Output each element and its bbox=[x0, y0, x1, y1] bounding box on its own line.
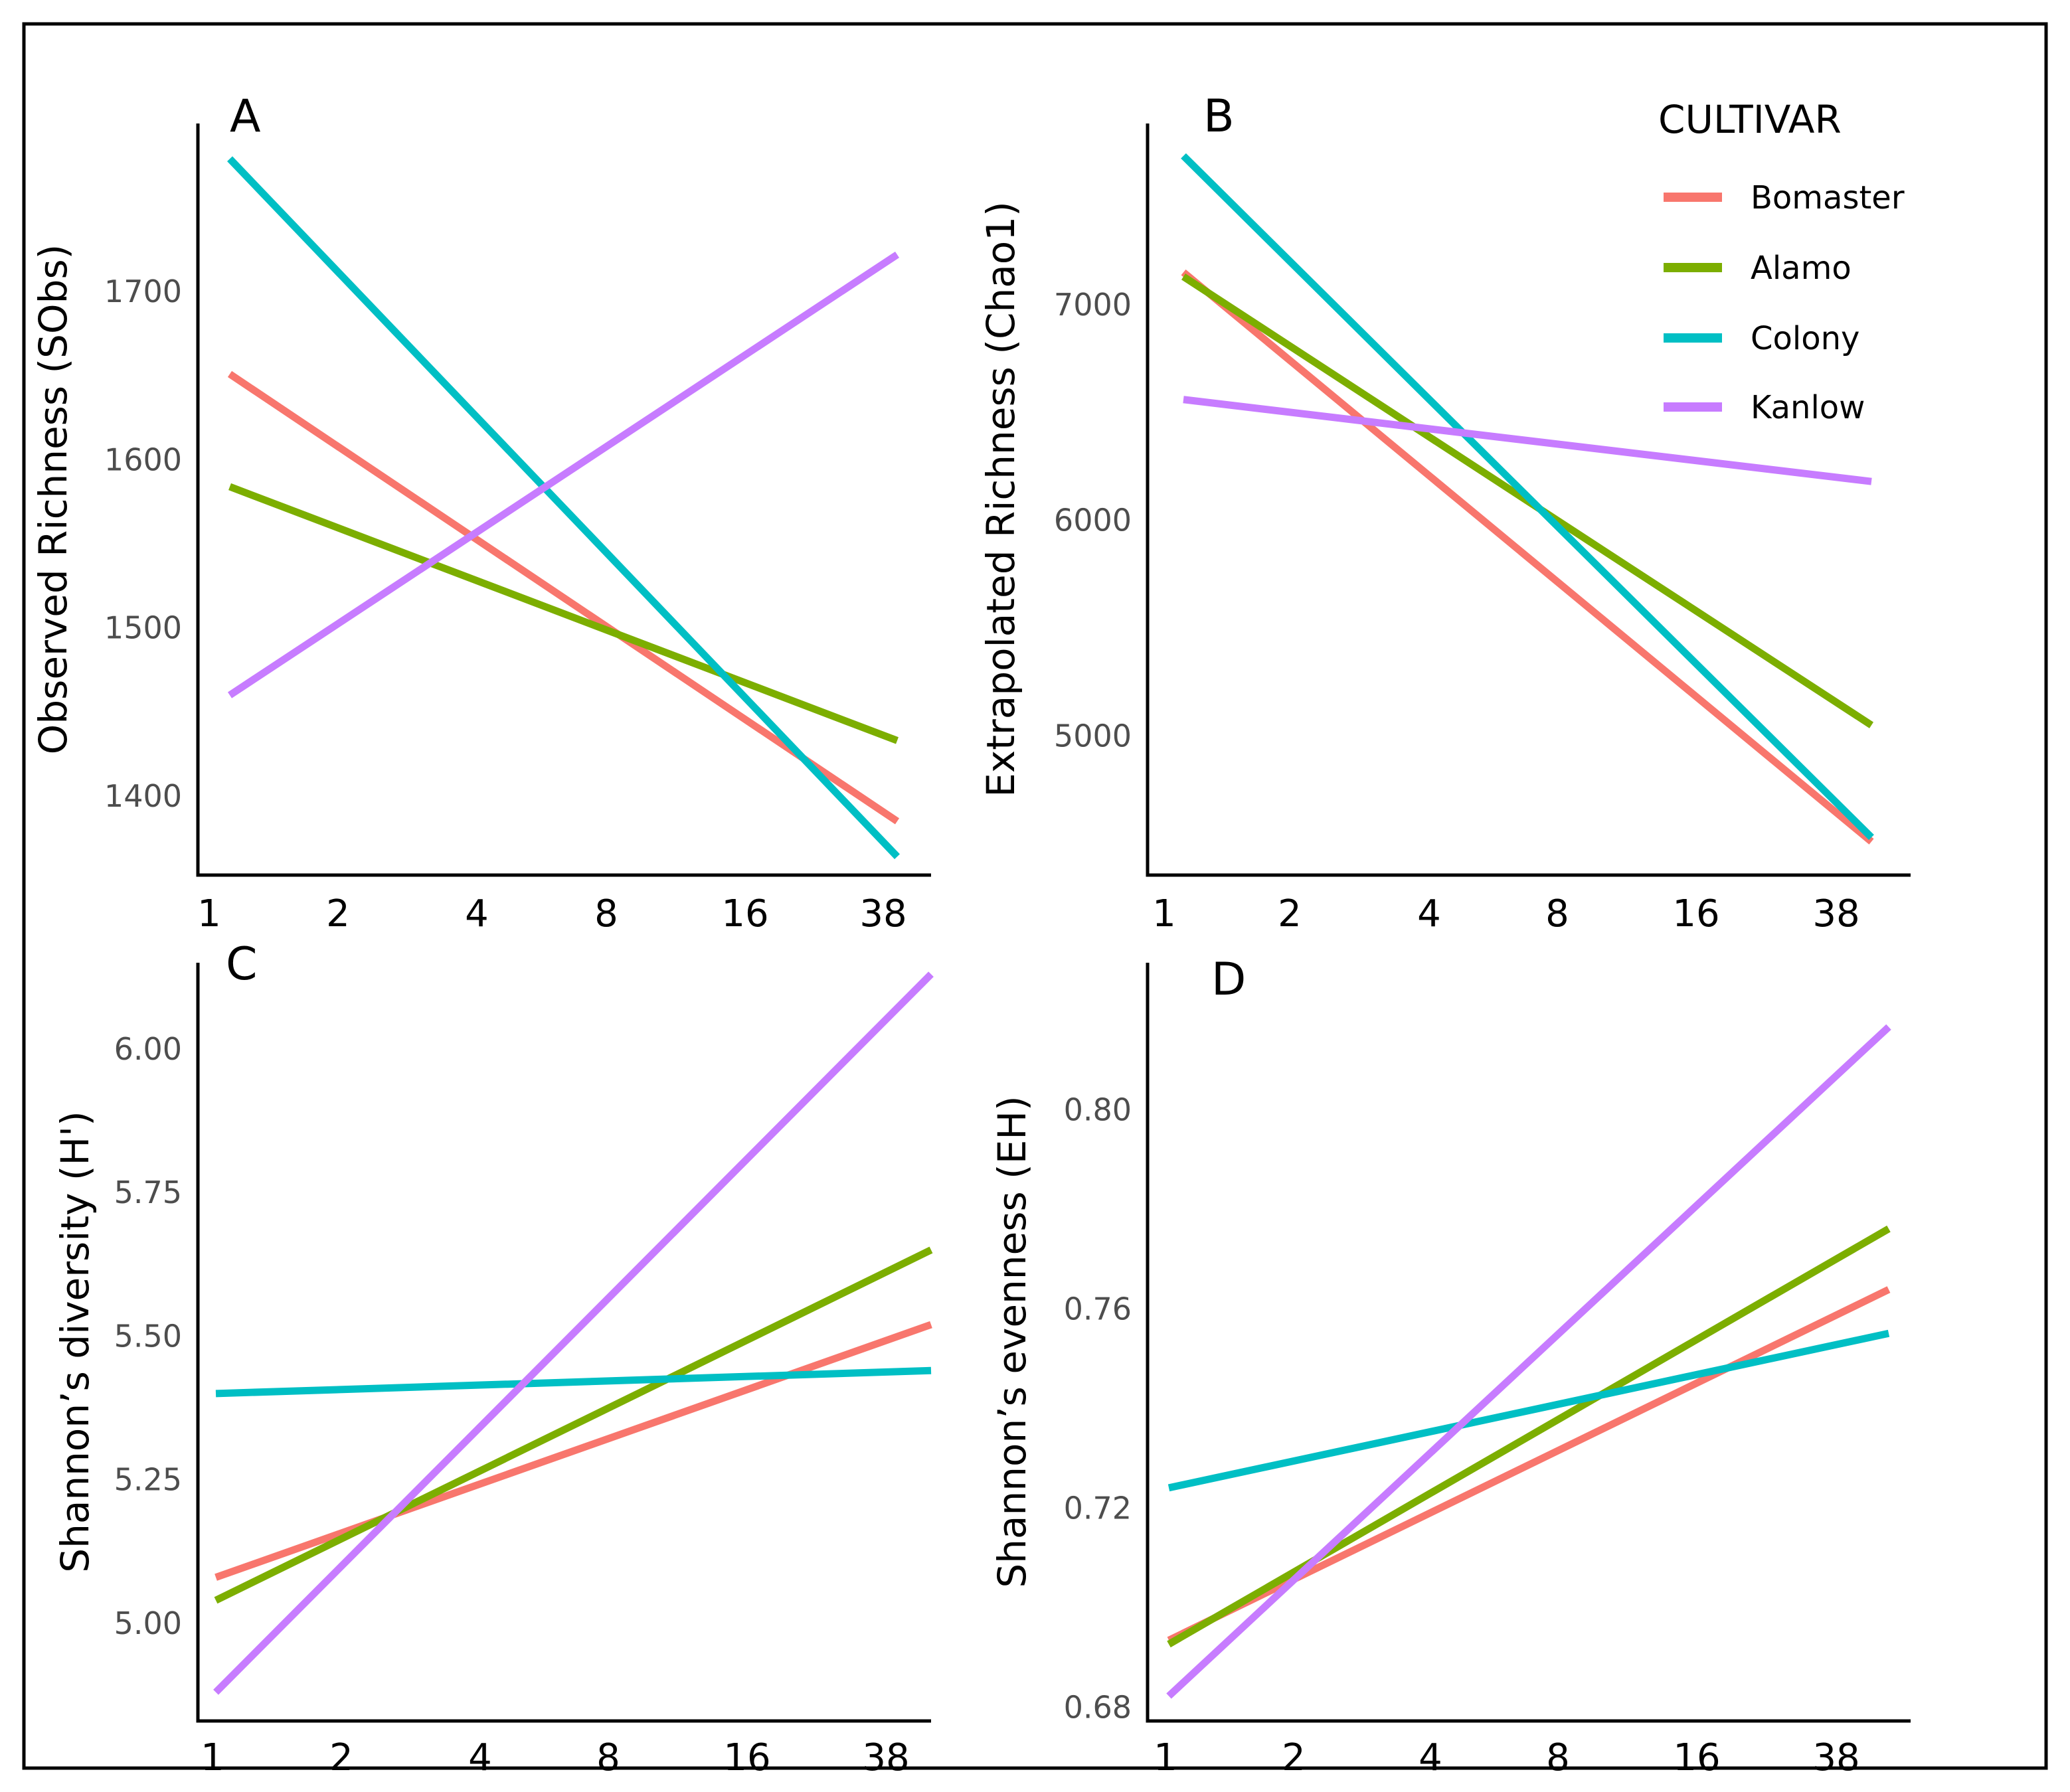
series-line-a-alamo bbox=[228, 483, 899, 744]
y-tick-label-a-2: 1600 bbox=[104, 442, 182, 477]
series-line-a-colony bbox=[227, 156, 900, 859]
panel-c: C Shannon’s diversity (H') 5.00 5.25 5.50 5.7… bbox=[52, 938, 934, 1779]
x-tick-label-b-5: 38 bbox=[1812, 892, 1859, 936]
y-tick-label-d-1: 0.72 bbox=[1064, 1491, 1132, 1526]
panel-letter-d: D bbox=[1211, 953, 1246, 1006]
legend-label-kanlow: Kanlow bbox=[1751, 389, 1865, 426]
series-line-c-colony bbox=[215, 1366, 932, 1398]
y-tick-label-c-1: 5.25 bbox=[114, 1462, 182, 1498]
y-axis-title-d: Shannon’s evenness (EH) bbox=[990, 1096, 1035, 1588]
panel-a: A Observed Richness (SObs) 1400 1500 1600 170… bbox=[31, 90, 931, 936]
panel-letter-c: C bbox=[226, 938, 257, 991]
series-line-b-kanlow bbox=[1183, 396, 1872, 485]
y-tick-label-c-3: 5.75 bbox=[114, 1175, 182, 1210]
y-axis-title-b: Extrapolated Richness (Chao1) bbox=[978, 201, 1023, 797]
x-tick-label-d-3: 8 bbox=[1546, 1736, 1570, 1779]
x-tick-label-c-3: 8 bbox=[596, 1736, 620, 1779]
x-tick-label-c-0: 1 bbox=[201, 1736, 224, 1779]
x-tick-label-d-5: 38 bbox=[1812, 1736, 1859, 1779]
legend-label-bomaster: Bomaster bbox=[1751, 179, 1905, 216]
legend-item-colony: Colony bbox=[1664, 320, 1859, 357]
x-tick-label-a-5: 38 bbox=[859, 892, 906, 936]
x-tick-label-b-2: 4 bbox=[1417, 892, 1441, 936]
y-tick-label-b-1: 6000 bbox=[1054, 503, 1132, 538]
y-tick-label-c-4: 6.00 bbox=[114, 1031, 182, 1067]
x-tick-label-a-0: 1 bbox=[197, 892, 221, 936]
y-tick-label-a-3: 1700 bbox=[104, 274, 182, 309]
y-tick-label-c-2: 5.50 bbox=[114, 1318, 182, 1354]
x-tick-label-b-4: 16 bbox=[1672, 892, 1719, 936]
x-tick-label-a-3: 8 bbox=[594, 892, 618, 936]
y-tick-label-c-0: 5.00 bbox=[114, 1605, 182, 1641]
panel-letter-a: A bbox=[230, 90, 261, 143]
x-tick-label-a-4: 16 bbox=[721, 892, 768, 936]
x-tick-label-c-2: 4 bbox=[468, 1736, 492, 1779]
panel-b: B Extrapolated Richness (Chao1) 5000 6000 70… bbox=[978, 90, 1911, 936]
panel-d: D Shannon’s evenness (EH) 0.68 0.72 0.76 0.80… bbox=[990, 953, 1911, 1779]
x-tick-label-b-1: 2 bbox=[1278, 892, 1302, 936]
series-line-d-colony bbox=[1167, 1329, 1890, 1492]
x-tick-label-d-1: 2 bbox=[1282, 1736, 1306, 1779]
x-tick-label-c-1: 2 bbox=[329, 1736, 353, 1779]
series-line-c-kanlow bbox=[213, 971, 934, 1695]
y-tick-label-d-3: 0.80 bbox=[1064, 1092, 1132, 1127]
y-axis-title-c: Shannon’s diversity (H') bbox=[52, 1111, 98, 1572]
legend: CULTIVAR Bomaster Alamo Colony Kanlow bbox=[1658, 97, 1905, 426]
series-line-b-colony bbox=[1181, 153, 1874, 841]
series-line-d-alamo bbox=[1167, 1225, 1891, 1648]
x-tick-label-d-2: 4 bbox=[1419, 1736, 1442, 1779]
x-tick-label-d-4: 16 bbox=[1673, 1736, 1720, 1779]
series-line-c-bomaster bbox=[215, 1321, 932, 1581]
series-line-d-kanlow bbox=[1166, 1024, 1891, 1699]
x-tick-label-d-0: 1 bbox=[1154, 1736, 1177, 1779]
legend-item-bomaster: Bomaster bbox=[1664, 179, 1905, 216]
legend-title: CULTIVAR bbox=[1658, 97, 1842, 142]
y-tick-label-a-1: 1500 bbox=[104, 610, 182, 646]
x-tick-label-c-4: 16 bbox=[723, 1736, 770, 1779]
legend-label-colony: Colony bbox=[1751, 320, 1859, 357]
series-line-a-bomaster bbox=[227, 370, 900, 825]
y-tick-label-d-2: 0.76 bbox=[1064, 1291, 1132, 1327]
x-tick-label-b-0: 1 bbox=[1152, 892, 1176, 936]
legend-item-alamo: Alamo bbox=[1664, 250, 1852, 287]
legend-label-alamo: Alamo bbox=[1751, 250, 1852, 287]
x-tick-label-c-5: 38 bbox=[862, 1736, 909, 1779]
y-axis-title-a: Observed Richness (SObs) bbox=[31, 244, 76, 755]
series-line-b-bomaster bbox=[1181, 269, 1874, 845]
y-tick-label-b-2: 7000 bbox=[1054, 287, 1132, 323]
series-line-a-kanlow bbox=[227, 251, 900, 698]
y-tick-label-a-0: 1400 bbox=[104, 778, 182, 814]
x-tick-label-b-3: 8 bbox=[1545, 892, 1569, 936]
x-tick-label-a-2: 4 bbox=[465, 892, 489, 936]
x-tick-label-a-1: 2 bbox=[326, 892, 350, 936]
y-tick-label-b-0: 5000 bbox=[1054, 718, 1132, 754]
series-line-c-alamo bbox=[214, 1246, 933, 1604]
y-tick-label-d-0: 0.68 bbox=[1064, 1690, 1132, 1726]
legend-item-kanlow: Kanlow bbox=[1664, 389, 1865, 426]
figure-border bbox=[22, 22, 2048, 1770]
panel-letter-b: B bbox=[1203, 90, 1235, 143]
